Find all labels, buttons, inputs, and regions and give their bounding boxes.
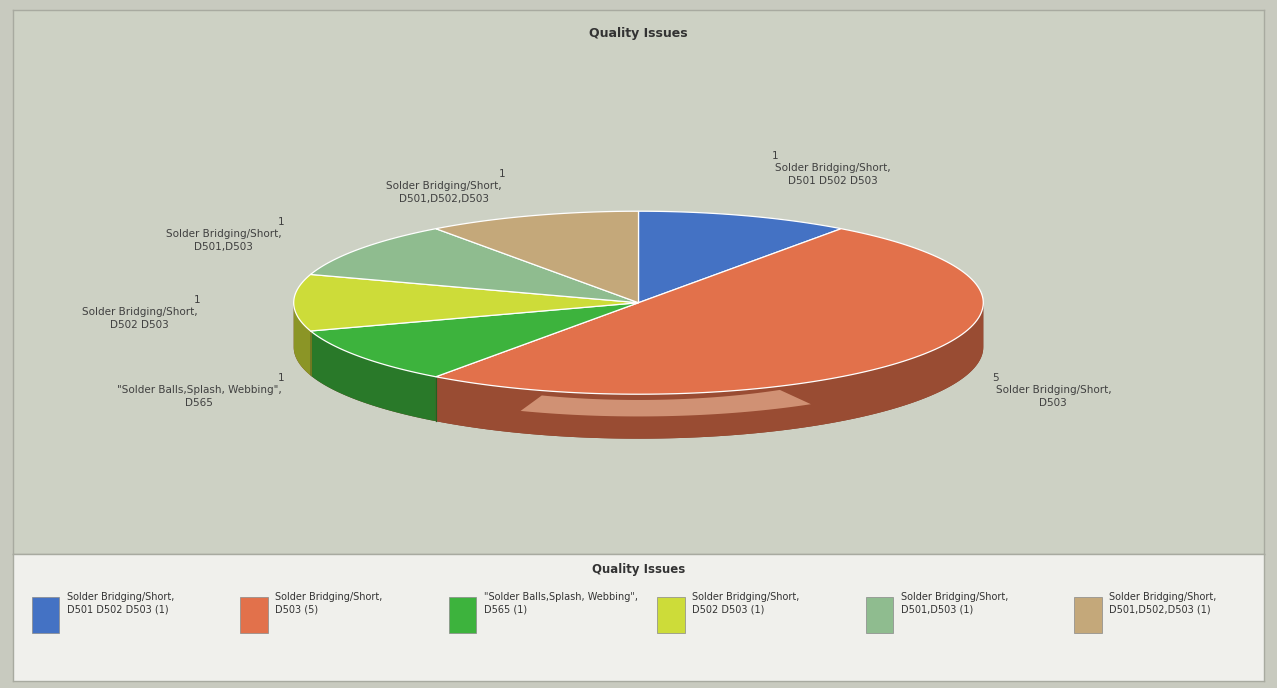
Text: Solder Bridging/Short,
D503: Solder Bridging/Short, D503: [996, 385, 1111, 408]
Text: Solder Bridging/Short,
D502 D503 (1): Solder Bridging/Short, D502 D503 (1): [692, 592, 799, 614]
Polygon shape: [294, 275, 638, 331]
FancyBboxPatch shape: [448, 597, 476, 633]
Text: 1: 1: [771, 151, 778, 161]
Text: Solder Bridging/Short,
D501,D502,D503 (1): Solder Bridging/Short, D501,D502,D503 (1…: [1110, 592, 1217, 614]
Text: Solder Bridging/Short,
D501 D502 D503 (1): Solder Bridging/Short, D501 D502 D503 (1…: [66, 592, 174, 614]
FancyBboxPatch shape: [240, 597, 268, 633]
Text: Solder Bridging/Short,
D503 (5): Solder Bridging/Short, D503 (5): [275, 592, 383, 614]
Text: 1: 1: [278, 217, 285, 227]
Polygon shape: [435, 211, 638, 303]
Text: 5: 5: [992, 373, 999, 383]
Polygon shape: [435, 303, 983, 439]
FancyBboxPatch shape: [32, 597, 59, 633]
FancyBboxPatch shape: [866, 597, 894, 633]
Polygon shape: [521, 390, 811, 416]
Text: 1: 1: [194, 295, 200, 305]
Text: Solder Bridging/Short,
D501 D502 D503: Solder Bridging/Short, D501 D502 D503: [775, 164, 890, 186]
Text: "Solder Balls,Splash, Webbing",
D565 (1): "Solder Balls,Splash, Webbing", D565 (1): [484, 592, 637, 614]
Polygon shape: [294, 303, 310, 376]
Text: Solder Bridging/Short,
D502 D503: Solder Bridging/Short, D502 D503: [82, 308, 197, 330]
Text: "Solder Balls,Splash, Webbing",
D565: "Solder Balls,Splash, Webbing", D565: [116, 385, 281, 408]
Polygon shape: [310, 331, 435, 421]
Polygon shape: [294, 303, 983, 439]
Text: Solder Bridging/Short,
D501,D503: Solder Bridging/Short, D501,D503: [166, 229, 281, 252]
FancyBboxPatch shape: [658, 597, 684, 633]
Text: 1: 1: [499, 169, 506, 179]
Text: Solder Bridging/Short,
D501,D503 (1): Solder Bridging/Short, D501,D503 (1): [900, 592, 1009, 614]
Polygon shape: [435, 228, 983, 394]
Polygon shape: [638, 211, 842, 303]
Text: Quality Issues: Quality Issues: [591, 563, 686, 576]
FancyBboxPatch shape: [1074, 597, 1102, 633]
Text: Solder Bridging/Short,
D501,D502,D503: Solder Bridging/Short, D501,D502,D503: [387, 181, 502, 204]
Polygon shape: [310, 303, 638, 377]
Text: Quality Issues: Quality Issues: [589, 27, 688, 40]
Text: 1: 1: [278, 373, 285, 383]
Polygon shape: [310, 228, 638, 303]
